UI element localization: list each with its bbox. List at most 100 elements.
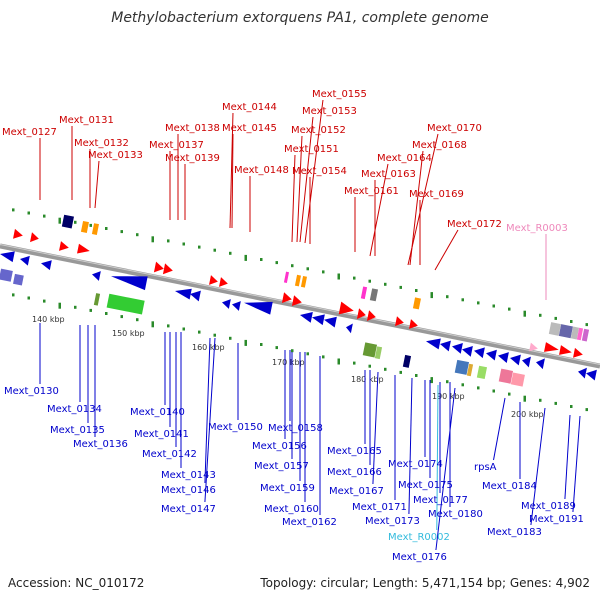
feature-cds-reverse — [578, 367, 587, 379]
gene-label[interactable]: Mext_0138 — [165, 123, 220, 134]
gene-label[interactable]: Mext_0172 — [447, 219, 502, 230]
gene-label[interactable]: Mext_0150 — [208, 422, 263, 433]
gene-label[interactable]: Mext_0154 — [292, 166, 347, 177]
gene-label[interactable]: Mext_0175 — [398, 480, 453, 491]
gene-label[interactable]: Mext_0155 — [312, 89, 367, 100]
feature-block — [548, 322, 561, 336]
gene-label[interactable]: Mext_0145 — [222, 123, 277, 134]
gene-label[interactable]: Mext_0146 — [161, 485, 216, 496]
gene-label[interactable]: Mext_0133 — [88, 150, 143, 161]
gene-label[interactable]: Mext_0161 — [344, 186, 399, 197]
feature-cds-forward — [366, 310, 376, 321]
gene-label[interactable]: Mext_0163 — [361, 169, 416, 180]
gene-label[interactable]: Mext_0180 — [428, 509, 483, 520]
gene-leader-line — [572, 415, 581, 513]
feature-cds-reverse — [111, 276, 148, 291]
gene-leader-line — [408, 377, 413, 515]
gene-label[interactable]: Mext_0177 — [413, 495, 468, 506]
gene-label[interactable]: Mext_0143 — [161, 470, 216, 481]
gene-leader-line — [530, 407, 546, 526]
gene-label[interactable]: Mext_0130 — [4, 386, 59, 397]
tick-mark-top — [368, 279, 371, 283]
gene-label[interactable]: Mext_R0002 — [388, 532, 450, 543]
tick-mark-bottom — [384, 367, 387, 371]
gene-label[interactable]: Mext_0140 — [130, 407, 185, 418]
feature-cds-reverse — [300, 311, 313, 323]
tick-mark-bottom — [368, 364, 371, 368]
gene-label[interactable]: Mext_0166 — [327, 467, 382, 478]
tick-mark-bottom — [244, 339, 247, 346]
gene-leader-line — [229, 112, 234, 229]
gene-label[interactable]: Mext_0137 — [149, 140, 204, 151]
feature-block — [402, 354, 412, 368]
gene-label[interactable]: Mext_0168 — [412, 140, 467, 151]
gene-label[interactable]: Mext_0144 — [222, 102, 277, 113]
tick-mark-bottom — [337, 358, 340, 365]
tick-mark-bottom — [105, 312, 108, 315]
gene-label[interactable]: Mext_0189 — [521, 501, 576, 512]
gene-leader-line — [204, 337, 211, 484]
gene-label[interactable]: Mext_0162 — [282, 517, 337, 528]
gene-label[interactable]: Mext_0136 — [73, 439, 128, 450]
tick-mark-bottom — [492, 389, 495, 393]
gene-label[interactable]: Mext_0160 — [264, 504, 319, 515]
gene-label[interactable]: Mext_0156 — [252, 441, 307, 452]
gene-label[interactable]: Mext_0148 — [234, 165, 289, 176]
gene-label[interactable]: Mext_0135 — [50, 425, 105, 436]
feature-rna-forward — [529, 342, 538, 352]
gene-label[interactable]: Mext_0142 — [142, 449, 197, 460]
tick-mark-bottom — [12, 293, 15, 297]
feature-block — [510, 372, 525, 387]
gene-label[interactable]: Mext_0170 — [427, 123, 482, 134]
gene-label[interactable]: Mext_0164 — [377, 153, 432, 164]
gene-label[interactable]: Mext_0147 — [161, 504, 216, 515]
tick-mark-top — [74, 220, 77, 224]
gene-label[interactable]: Mext_0183 — [487, 527, 542, 538]
tick-mark-top — [260, 258, 263, 261]
tick-mark-top — [446, 295, 449, 299]
feature-block — [362, 342, 378, 358]
feature-block — [498, 368, 514, 384]
gene-label[interactable]: Mext_0153 — [302, 106, 357, 117]
gene-label[interactable]: Mext_0174 — [388, 459, 443, 470]
tick-mark-bottom — [446, 380, 449, 384]
gene-label[interactable]: Mext_0131 — [59, 115, 114, 126]
map-title: Methylobacterium extorquens PA1, complet… — [111, 10, 489, 26]
tick-mark-top — [523, 310, 526, 317]
gene-label[interactable]: Mext_0167 — [329, 486, 384, 497]
gene-label[interactable]: Mext_0151 — [284, 144, 339, 155]
gene-label[interactable]: Mext_0139 — [165, 153, 220, 164]
tick-mark-bottom — [508, 392, 511, 396]
scale-tick-label: 170 kbp — [272, 358, 305, 367]
feature-cds-reverse — [92, 271, 101, 281]
gene-label[interactable]: Mext_R0003 — [506, 223, 568, 234]
gene-leader-line — [436, 384, 439, 531]
feature-cds-reverse — [536, 358, 545, 370]
gene-label[interactable]: Mext_0152 — [291, 125, 346, 136]
gene-label[interactable]: Mext_0132 — [74, 138, 129, 149]
gene-label[interactable]: Mext_0157 — [254, 461, 309, 472]
gene-label[interactable]: Mext_0191 — [529, 514, 584, 525]
gene-label[interactable]: Mext_0134 — [47, 404, 102, 415]
scale-tick-label: 190 kbp — [432, 392, 465, 401]
gene-label[interactable]: Mext_0158 — [268, 423, 323, 434]
gene-label[interactable]: Mext_0176 — [392, 552, 447, 563]
gene-label[interactable]: Mext_0159 — [260, 483, 315, 494]
tick-mark-bottom — [58, 302, 61, 309]
gene-label[interactable]: Mext_0141 — [134, 429, 189, 440]
gene-label[interactable]: Mext_0127 — [2, 127, 57, 138]
genome-backbone-highlight — [0, 244, 600, 365]
gene-label[interactable]: Mext_0171 — [352, 502, 407, 513]
tick-mark-top — [306, 267, 309, 271]
gene-label[interactable]: Mext_0184 — [482, 481, 537, 492]
tick-mark-bottom — [322, 355, 325, 359]
tick-mark-top — [213, 248, 216, 252]
gene-label[interactable]: rpsA — [474, 462, 497, 473]
feature-cds-reverse — [20, 255, 30, 266]
gene-label[interactable]: Mext_0169 — [409, 189, 464, 200]
tick-mark-top — [229, 251, 232, 255]
gene-label[interactable]: Mext_0165 — [327, 446, 382, 457]
gene-label[interactable]: Mext_0173 — [365, 516, 420, 527]
feature-block — [61, 214, 74, 229]
tick-mark-bottom — [151, 321, 154, 328]
